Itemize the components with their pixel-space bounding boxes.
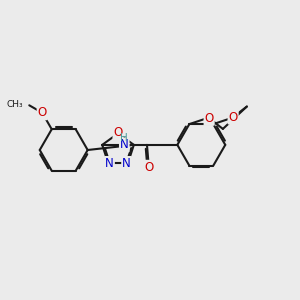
Text: N: N <box>105 157 114 170</box>
Text: N: N <box>120 138 129 152</box>
Text: O: O <box>38 106 47 119</box>
Text: O: O <box>144 161 153 174</box>
Text: N: N <box>122 157 131 170</box>
Text: H: H <box>120 133 128 143</box>
Text: CH₃: CH₃ <box>7 100 23 109</box>
Text: O: O <box>205 112 214 125</box>
Text: O: O <box>113 126 123 139</box>
Text: O: O <box>229 111 238 124</box>
